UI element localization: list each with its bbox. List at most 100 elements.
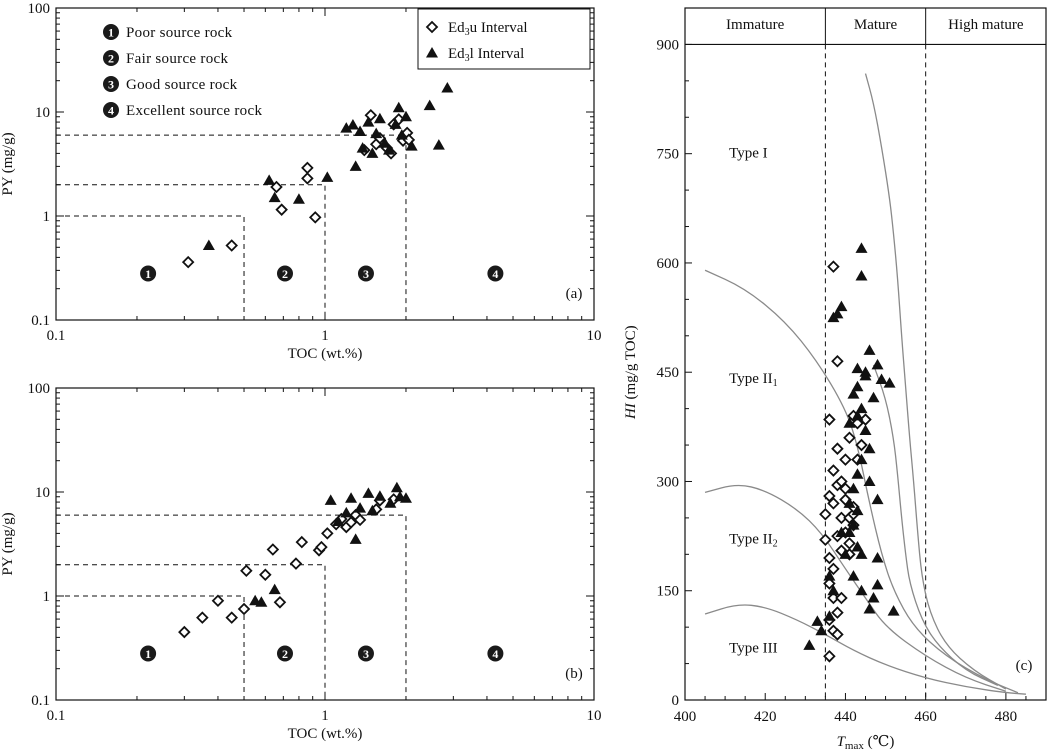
panel-a-point-ed3l [432,139,445,150]
panel-b-point-ed3u [321,527,334,540]
panel-c-maturity-zone-label: Mature [854,17,898,33]
panel-a-point-ed3l [356,142,369,153]
panel-c-point-ed3l [847,482,860,494]
panel-c-point-ed3l [855,402,868,414]
panel-c-point-ed3l [867,391,880,403]
panel-a-category-legend-marker-3-number: 3 [108,78,114,92]
panel-c-point-ed3l [855,270,868,281]
panel-c-point-ed3u [819,533,832,547]
panel-c-x-tick-label: 400 [674,709,697,725]
panel-c-point-ed3u [819,507,832,521]
panel-c-point-ed3l [835,300,848,312]
panel-c-point-ed3u [831,606,844,619]
panel-a-x-tick-label: 0.1 [47,328,66,344]
panel-b-point-ed3u [178,625,191,639]
panel-a-zone-marker-2-number: 2 [282,267,288,281]
panel-b-point-ed3l [332,515,345,527]
panel-c-point-ed3u [823,577,836,590]
panel-b-point-ed3u [240,564,253,577]
panel-b-point-ed3l [349,533,362,544]
panel-a-category-legend-marker-2 [103,50,119,66]
panel-c-point-ed3l [863,344,876,355]
panel-b-point-ed3u [344,516,358,529]
panel-b-point-ed3u [315,540,328,554]
panel-c-point-ed3u [827,464,840,477]
panel-c-point-ed3l [815,624,828,636]
panel-b-point-ed3u [353,513,367,527]
panel-c-point-ed3l [839,548,852,559]
panel-b-point-ed3u [289,557,303,570]
panel-c-point-ed3l [835,526,848,537]
panel-b-zone-marker-2-number: 2 [282,647,288,661]
panel-a-point-ed3l [362,116,375,127]
panel-c-point-ed3l [855,584,868,596]
panel-b-point-ed3l [362,487,375,498]
panel-b-point-ed3u [295,535,309,549]
panel-c-point-ed3l [851,362,864,374]
panel-b-zone-marker-4 [487,645,504,662]
panel-c-y-tick-label: 300 [657,474,680,490]
panel-b-point-ed3u [211,594,225,608]
panel-b-point-ed3l [399,492,412,503]
panel-b-point-ed3u [273,596,287,609]
panel-a-point-ed3l [423,99,436,111]
panel-a-y-tick-label: 0.1 [31,313,50,329]
panel-c-point-ed3l [843,417,856,428]
panel-a-point-ed3l [321,171,334,182]
panel-c-point-ed3l [803,639,816,650]
panel-b-point-ed3u [266,543,280,556]
panel-b-y-tick-label: 10 [35,485,50,501]
panel-a-point-ed3l [292,193,305,204]
panel-c-x-axis-label: Tmax (℃) [837,734,895,752]
panel-b-point-ed3l [324,494,337,505]
panel-b-panel-label: (b) [565,666,583,682]
panel-a-point-ed3u [225,239,238,252]
panel-a-category-legend-marker-1-number: 1 [108,26,114,40]
panel-c-point-ed3l [871,493,884,505]
panel-b-zone-marker-1-number: 1 [145,647,151,661]
panel-a-category-legend-label: Poor source rock [126,25,233,41]
panel-a-point-ed3l [378,137,391,148]
panel-a-point-ed3l [383,144,396,155]
panel-c-point-ed3l [843,526,856,537]
panel-a-category-legend-marker-4 [103,102,119,118]
panel-a-legend-label: Ed3l Interval [448,46,524,64]
panel-c-y-tick-label: 900 [657,37,680,53]
panel-c-point-ed3u [823,413,836,426]
panel-a-point-ed3l [373,112,386,124]
panel-b-point-ed3u [237,602,251,616]
panel-b-point-ed3l [354,502,367,513]
panel-c-point-ed3u [827,591,840,605]
panel-c-point-ed3l [851,380,864,392]
panel-c-point-ed3u [823,650,836,663]
panel-b-threshold-line [56,564,326,700]
panel-c-point-ed3u [835,475,848,488]
panel-c-point-ed3l [871,551,884,563]
panel-b-point-ed3l [390,481,403,493]
panel-c-point-ed3u [827,497,840,510]
panel-a-point-ed3l [263,174,276,185]
panel-c-kerogen-type-curve [872,364,999,687]
panel-b-zone-marker-3 [357,645,374,662]
panel-b-point-ed3l [345,492,358,503]
panel-a-category-legend-marker-1 [103,24,119,40]
panel-c-x-tick-label: 480 [995,709,1018,725]
panel-c-kerogen-type-curve [704,604,1026,695]
panel-c-y-tick-label: 0 [672,693,680,709]
panel-a-point-ed3u [301,161,314,175]
panel-a-x-axis-label: TOC (wt.%) [288,346,363,362]
panel-c-y-tick-label: 150 [657,584,680,600]
panel-c-point-ed3l [875,373,888,384]
panel-a-category-legend-marker-3 [103,76,119,92]
panel-c-point-ed3u [839,453,852,466]
panel-a-point-ed3l [366,147,379,158]
panel-a-panel-label: (a) [566,286,583,302]
panel-b-zone-marker-3-number: 3 [363,647,369,661]
panel-c-point-ed3l [855,453,868,465]
panel-c-point-ed3u [843,431,856,445]
panel-c-kerogen-type-label: Type II2 [729,531,778,549]
panel-b-toc-vs-py: 0.1 1 10 0.1 1 10 100 TOC (wt.%) PY (mg/g) 1 2 3 4 (b… [0,381,602,742]
panel-c-y-axis-label: HI (mg/g TOC) [623,325,639,420]
panel-c-kerogen-type-curve [704,484,1007,692]
panel-a-category-legend-label: Excellent source rock [126,103,262,119]
